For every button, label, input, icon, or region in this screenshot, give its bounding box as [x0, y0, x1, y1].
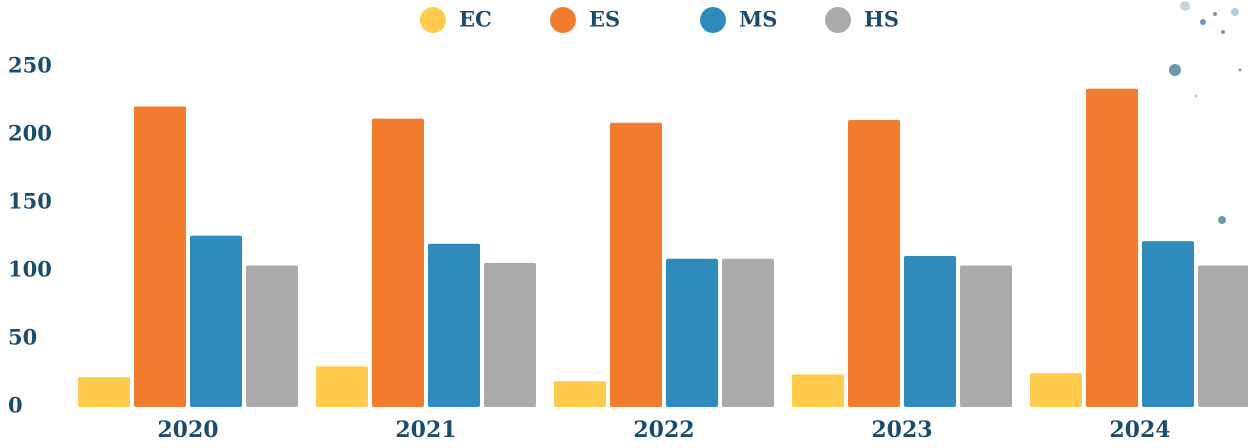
- y-tick-label: 0: [8, 393, 23, 418]
- x-tick-label: 2023: [871, 417, 932, 443]
- legend-label: ES: [589, 7, 620, 32]
- legend-marker: [700, 7, 726, 33]
- bar: [666, 259, 718, 407]
- y-tick-label: 250: [8, 53, 52, 78]
- legend-label: MS: [739, 7, 777, 32]
- bar: [316, 366, 368, 407]
- x-tick-label: 2024: [1109, 417, 1170, 443]
- bar: [1198, 266, 1248, 407]
- legend-label: HS: [864, 7, 899, 32]
- bar: [372, 119, 424, 407]
- bar: [134, 106, 186, 407]
- decoration: [1169, 1, 1242, 224]
- y-tick-label: 50: [8, 325, 37, 350]
- bar: [554, 381, 606, 407]
- bar: [190, 236, 242, 407]
- bar: [428, 244, 480, 407]
- bar: [610, 123, 662, 407]
- bar: [78, 377, 130, 407]
- y-tick-label: 150: [8, 189, 52, 214]
- legend-marker: [420, 7, 446, 33]
- bar: [722, 259, 774, 407]
- bar: [1030, 373, 1082, 407]
- x-tick-label: 2020: [157, 417, 218, 443]
- bar: [792, 374, 844, 407]
- y-tick-label: 100: [8, 257, 52, 282]
- bar: [904, 256, 956, 407]
- y-tick-label: 200: [8, 121, 52, 146]
- legend-label: EC: [459, 7, 492, 32]
- chart: 0 50 100 150 200 250 EC ES MS HS 2020 2021 2022 2023 2…: [0, 0, 1248, 448]
- legend-marker: [825, 7, 851, 33]
- legend-marker: [550, 7, 576, 33]
- x-tick-label: 2021: [395, 417, 456, 443]
- bar: [960, 266, 1012, 407]
- bar: [484, 263, 536, 407]
- bar: [1142, 241, 1194, 407]
- bar: [848, 120, 900, 407]
- x-tick-label: 2022: [633, 417, 694, 443]
- bar: [1086, 89, 1138, 407]
- bar: [246, 266, 298, 407]
